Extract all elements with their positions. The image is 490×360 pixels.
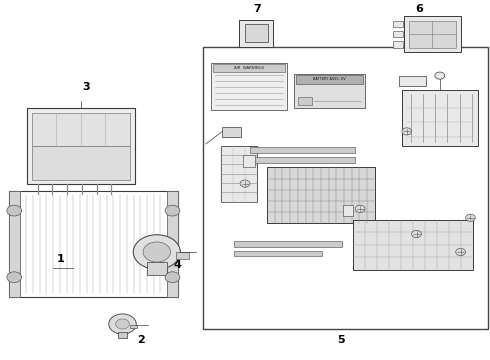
Bar xyxy=(32,146,130,180)
Circle shape xyxy=(116,319,129,329)
Bar xyxy=(32,113,130,146)
Bar xyxy=(234,251,322,256)
Circle shape xyxy=(456,248,466,256)
Bar xyxy=(296,75,363,84)
Bar xyxy=(9,191,178,297)
Bar xyxy=(167,191,178,297)
Bar xyxy=(393,41,403,48)
Bar xyxy=(213,64,285,72)
Bar xyxy=(203,47,488,329)
Bar xyxy=(245,24,268,42)
Text: 7: 7 xyxy=(253,4,261,14)
Circle shape xyxy=(109,314,136,334)
Bar xyxy=(27,108,135,184)
Bar xyxy=(220,146,257,202)
Circle shape xyxy=(7,272,22,283)
Circle shape xyxy=(402,128,412,135)
Circle shape xyxy=(240,180,250,187)
Text: BATTERY ASSY, HV: BATTERY ASSY, HV xyxy=(313,77,346,81)
Circle shape xyxy=(165,272,180,283)
Bar xyxy=(118,332,127,338)
Circle shape xyxy=(165,205,180,216)
Bar xyxy=(130,325,137,328)
Text: 2: 2 xyxy=(137,335,145,345)
Bar xyxy=(393,31,403,37)
Bar xyxy=(399,76,426,86)
Bar xyxy=(222,127,241,137)
Text: AIR  WARNINGS: AIR WARNINGS xyxy=(234,66,264,70)
Text: 6: 6 xyxy=(415,4,423,14)
Circle shape xyxy=(133,235,180,269)
Bar xyxy=(9,191,20,297)
Circle shape xyxy=(466,214,475,221)
Bar xyxy=(402,90,478,146)
Bar xyxy=(267,167,375,223)
Circle shape xyxy=(7,205,22,216)
Bar xyxy=(250,157,355,163)
Bar xyxy=(147,262,167,275)
Bar xyxy=(243,155,255,167)
Circle shape xyxy=(412,230,421,238)
Bar xyxy=(239,20,273,47)
Bar xyxy=(211,63,287,110)
Bar xyxy=(393,21,403,27)
Circle shape xyxy=(355,205,365,212)
Text: 1: 1 xyxy=(56,254,64,264)
Bar xyxy=(294,74,365,108)
Circle shape xyxy=(435,72,444,79)
Bar xyxy=(176,252,189,259)
Bar xyxy=(343,205,353,216)
Circle shape xyxy=(143,242,171,262)
Text: 3: 3 xyxy=(82,82,90,92)
Bar xyxy=(353,220,473,270)
Text: 4: 4 xyxy=(174,260,182,270)
Bar xyxy=(404,16,461,52)
Bar xyxy=(250,147,355,153)
Bar xyxy=(409,21,456,48)
Bar xyxy=(298,97,312,105)
Bar xyxy=(234,241,342,247)
Text: 5: 5 xyxy=(337,335,344,345)
